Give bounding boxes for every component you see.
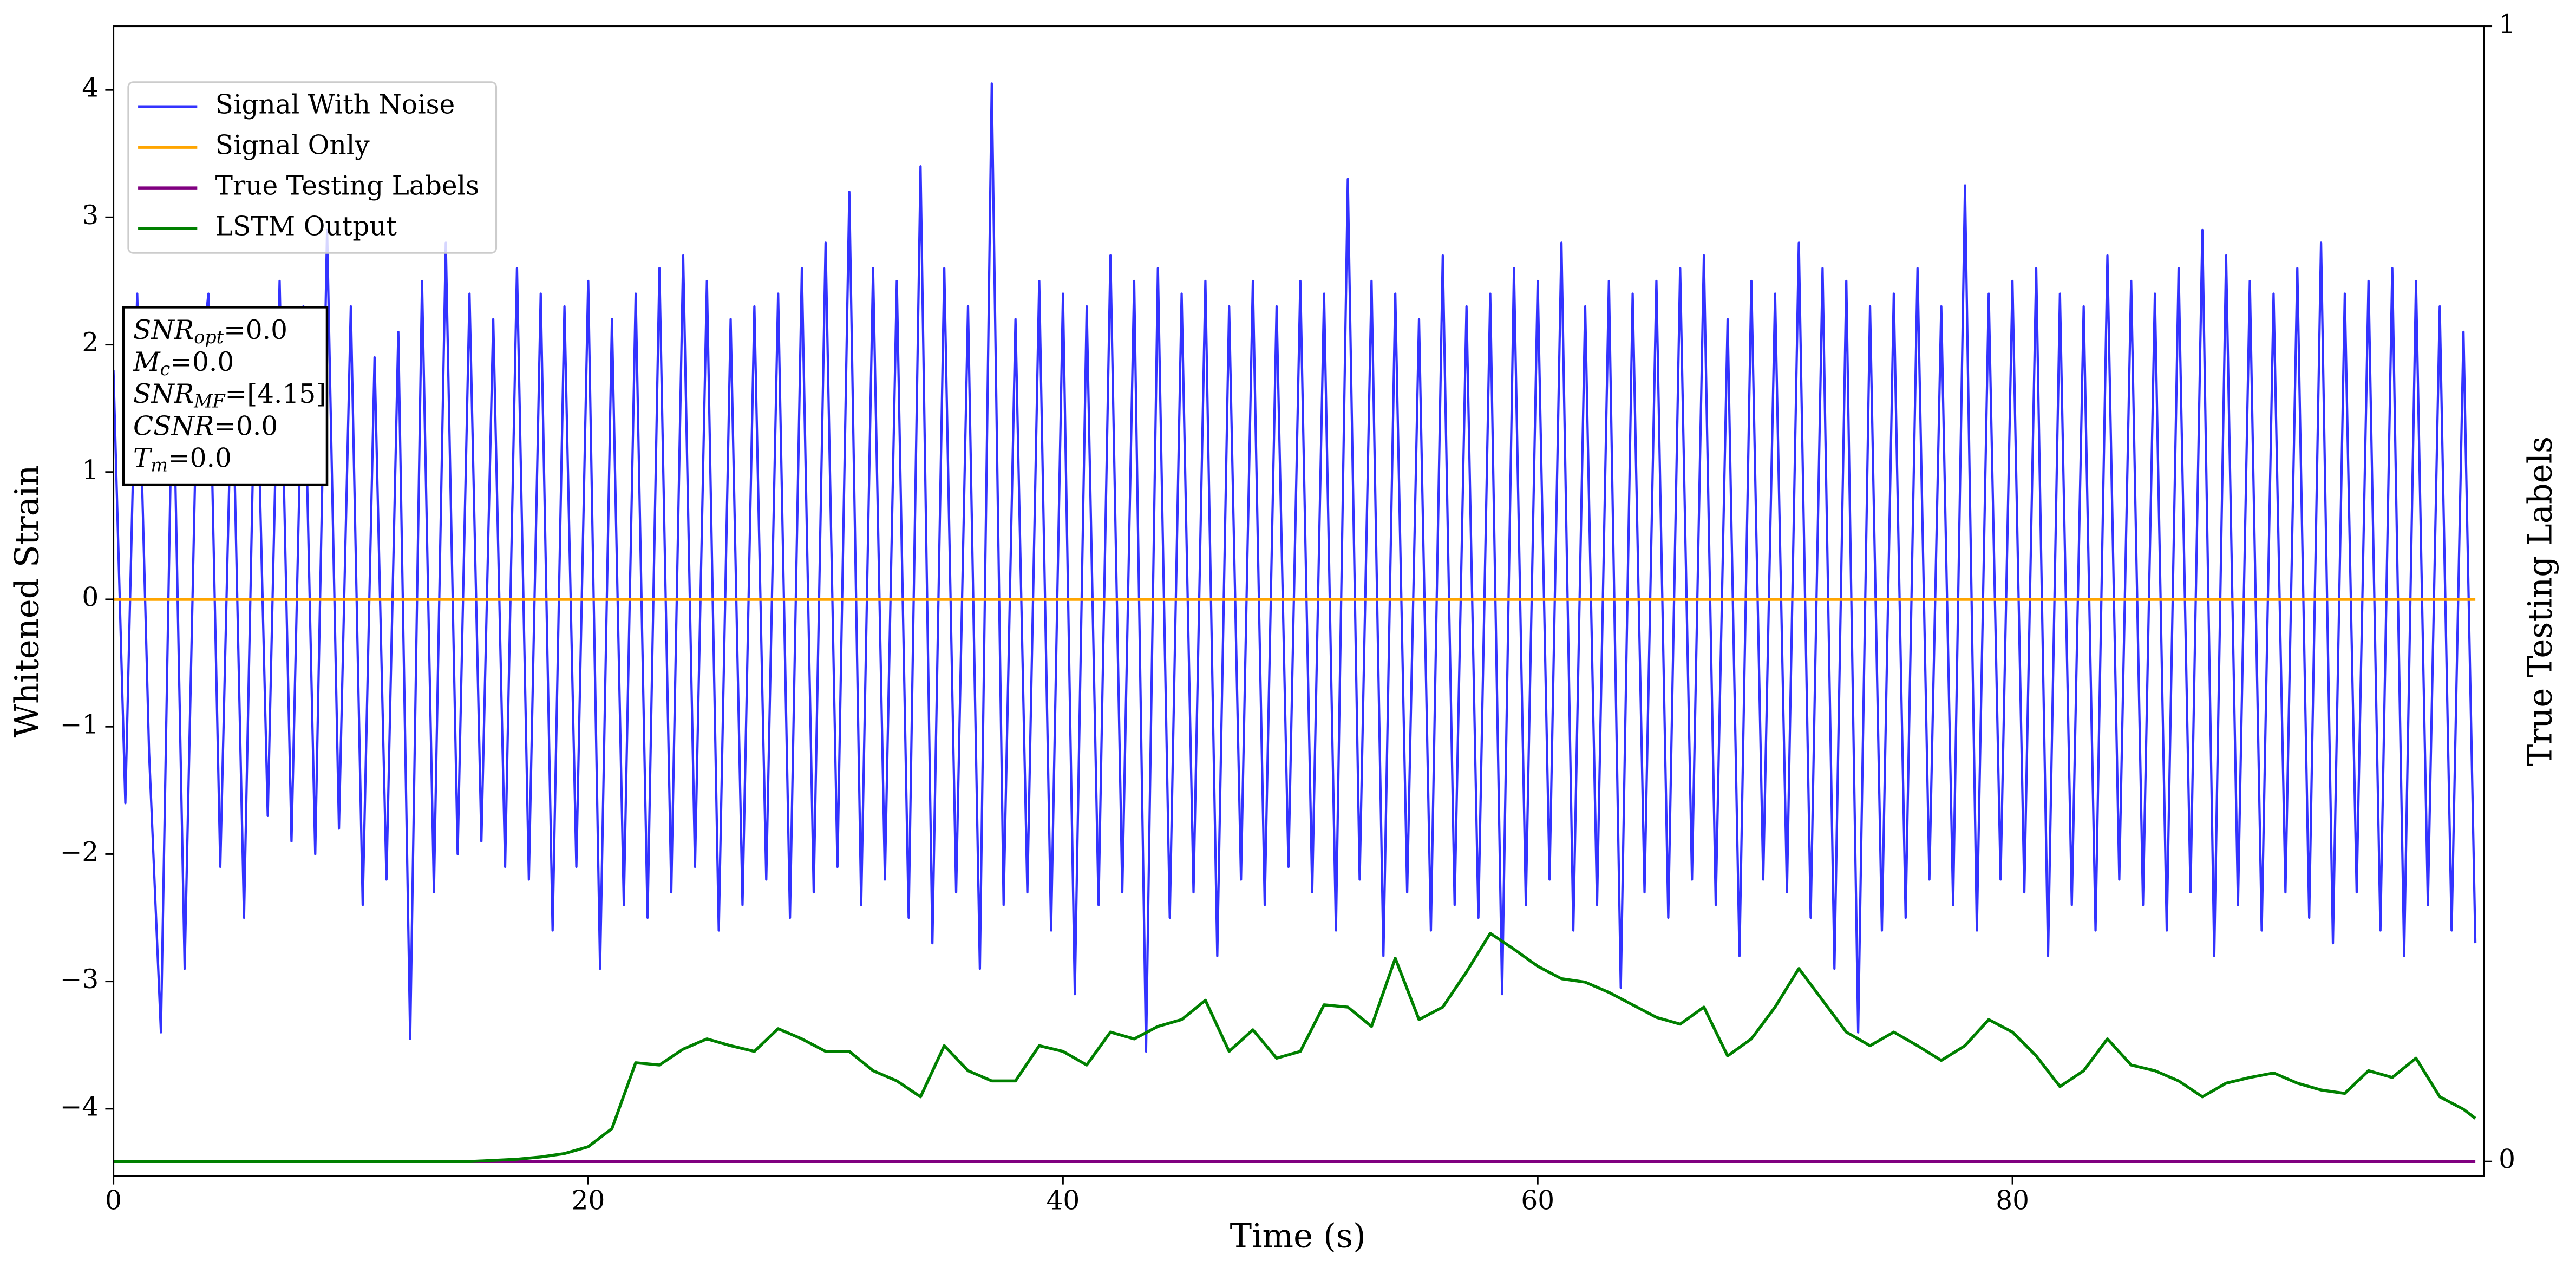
legend-label: True Testing Labels (215, 171, 479, 201)
annotation-part: CSNR (133, 411, 214, 441)
y-tick-label: 4 (82, 73, 99, 103)
annotation-part: SNR (133, 379, 194, 409)
y-tick-label: 1 (82, 455, 99, 485)
y-tick-label: 2 (82, 328, 99, 358)
annotation-part: c (160, 358, 171, 380)
legend-label: Signal Only (215, 130, 370, 161)
annotation-part: opt (194, 326, 224, 348)
annotation-part: m (151, 455, 168, 476)
y-tick-label: −2 (60, 837, 99, 867)
x-tick-label: 80 (1996, 1186, 2029, 1216)
series-line (113, 932, 2476, 1163)
x-tick-label: 40 (1046, 1186, 1080, 1216)
annotation-part: M (133, 347, 161, 377)
annotation-part: =0.0 (168, 443, 232, 473)
y2-tick-label: 1 (2499, 9, 2515, 40)
annotation-part: SNR (133, 315, 194, 345)
legend-box (127, 81, 498, 254)
annotation-box (122, 306, 329, 486)
legend-label: LSTM Output (215, 212, 397, 242)
annotation-part: =0.0 (170, 347, 234, 377)
y2-tick-label: 0 (2499, 1145, 2515, 1175)
annotation-line: SNRopt=0.0 (133, 315, 287, 348)
x-tick-label: 20 (572, 1186, 605, 1216)
annotation-line: CSNR=0.0 (133, 411, 278, 441)
annotation-part: =0.0 (214, 411, 278, 441)
y-axis-label: Whitened Strain (8, 465, 46, 738)
y-tick-label: 3 (82, 200, 99, 231)
annotation-line: SNRMF=[4.15] (133, 379, 326, 412)
series-line (113, 82, 2477, 1053)
annotation-part: MF (193, 390, 226, 411)
plot-area (113, 82, 2477, 1163)
legend-label: Signal With Noise (215, 90, 455, 120)
x-tick-label: 0 (105, 1186, 122, 1216)
annotation-part: T (133, 443, 153, 473)
y-tick-label: 0 (82, 582, 99, 612)
x-axis-label: Time (s) (1230, 1217, 1366, 1255)
y-tick-label: −3 (60, 964, 99, 995)
annotation-line: Tm=0.0 (133, 443, 232, 476)
x-tick-label: 60 (1521, 1186, 1554, 1216)
axes-frame (113, 25, 2485, 1177)
annotation-part: =0.0 (224, 315, 287, 345)
y-tick-label: −4 (60, 1092, 99, 1122)
annotation-line: Mc=0.0 (133, 347, 234, 380)
y-tick-label: −1 (60, 710, 99, 740)
y2-axis-label: True Testing Labels (2522, 436, 2560, 766)
annotation-part: =[4.15] (225, 379, 326, 409)
